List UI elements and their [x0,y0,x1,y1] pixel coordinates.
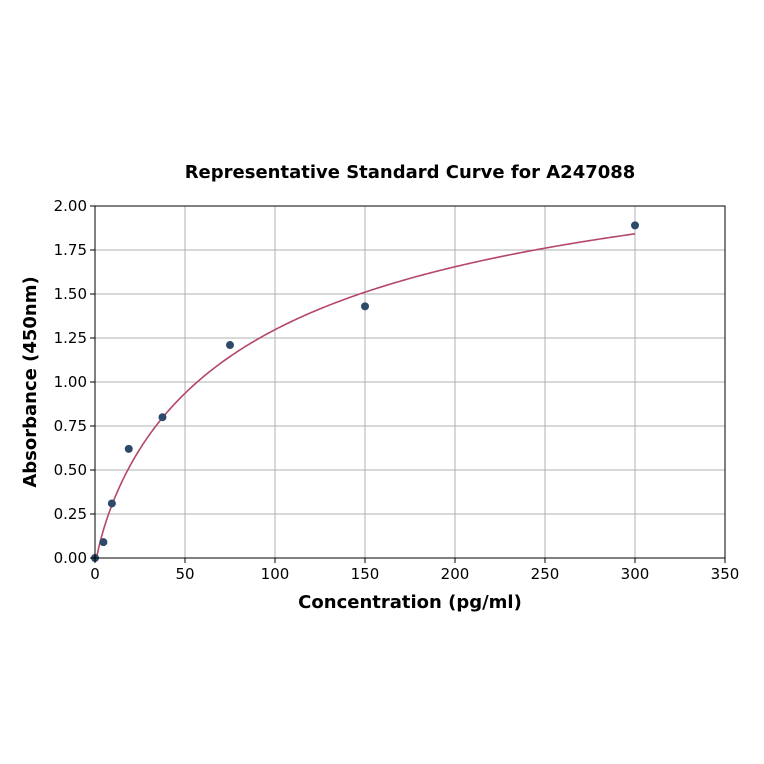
y-tick-label: 1.25 [54,329,87,347]
y-tick-label: 2.00 [54,197,87,215]
x-tick-label: 200 [441,565,470,583]
data-point [361,302,369,311]
x-tick-label: 50 [175,565,194,583]
y-tick-label: 1.00 [54,373,87,391]
fit-curve-layer [94,233,636,559]
y-tick-label: 0.75 [54,417,87,435]
data-point [226,341,234,350]
y-axis-label: Absorbance (450nm) [20,276,41,487]
data-point [124,444,133,453]
grid-lines [94,205,726,559]
x-axis-label: Concentration (pg/ml) [298,592,522,613]
y-axis-ticks: 0.00 0.25 0.50 0.75 1.00 1.25 1.50 1.75 2.00 [54,197,95,567]
x-tick-label: 350 [711,565,740,583]
y-tick-label: 0.00 [54,549,87,567]
y-tick-label: 1.75 [54,241,87,259]
chart-title: Representative Standard Curve for A24708… [185,162,636,183]
data-point [99,538,108,547]
data-point [631,221,639,230]
x-tick-label: 150 [351,565,380,583]
data-point [158,413,167,422]
x-tick-label: 0 [90,565,100,583]
y-tick-label: 0.25 [54,505,87,523]
y-tick-label: 1.50 [54,285,87,303]
x-tick-label: 300 [621,565,650,583]
data-point [107,499,116,508]
y-tick-label: 0.50 [54,461,87,479]
x-tick-label: 100 [261,565,290,583]
x-tick-label: 250 [531,565,560,583]
fit-curve-line [94,233,636,559]
x-axis-ticks: 0 50 100 150 200 250 300 350 [90,558,739,583]
